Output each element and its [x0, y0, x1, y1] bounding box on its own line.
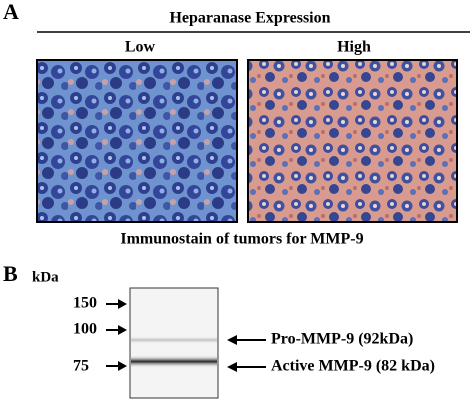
- micrograph-high: [247, 59, 458, 223]
- panel-title: Heparanase Expression: [169, 10, 330, 27]
- marker-label: 150: [73, 295, 97, 312]
- micrograph-low: [36, 59, 238, 223]
- panel-label: B: [3, 261, 18, 286]
- column-label: Low: [125, 39, 156, 56]
- column-label: High: [337, 39, 371, 56]
- panel-label: A: [3, 0, 19, 24]
- blot-band: [131, 355, 217, 368]
- blot-band: [131, 336, 217, 344]
- unit-label: kDa: [32, 269, 59, 285]
- marker-arrows: [106, 299, 266, 372]
- marker-label: 75: [73, 358, 89, 375]
- band-label: Active MMP-9 (82 kDa): [271, 358, 435, 375]
- marker-label: 100: [73, 321, 97, 338]
- band-label: Pro-MMP-9 (92kDa): [271, 331, 413, 348]
- caption: Immunostain of tumors for MMP-9: [120, 231, 363, 248]
